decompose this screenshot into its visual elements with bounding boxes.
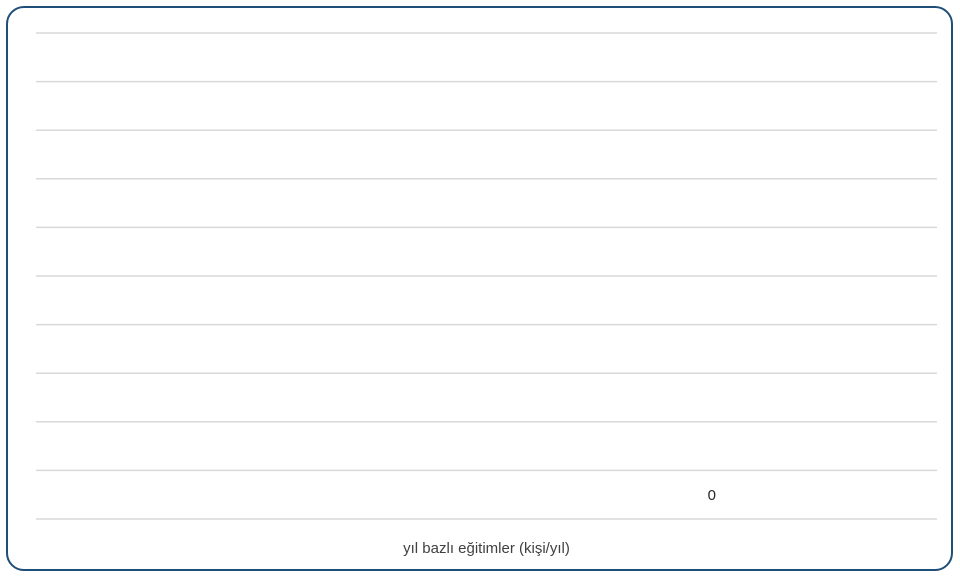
data-labels: 0: [708, 487, 716, 504]
category-label-0: yıl bazlı eğitimler (kişi/yıl): [403, 540, 570, 557]
chart-frame: [6, 6, 953, 571]
category-labels: yıl bazlı eğitimler (kişi/yıl): [403, 540, 570, 557]
data-label-0-0: 0: [708, 487, 716, 504]
gridlines: [36, 32, 937, 520]
